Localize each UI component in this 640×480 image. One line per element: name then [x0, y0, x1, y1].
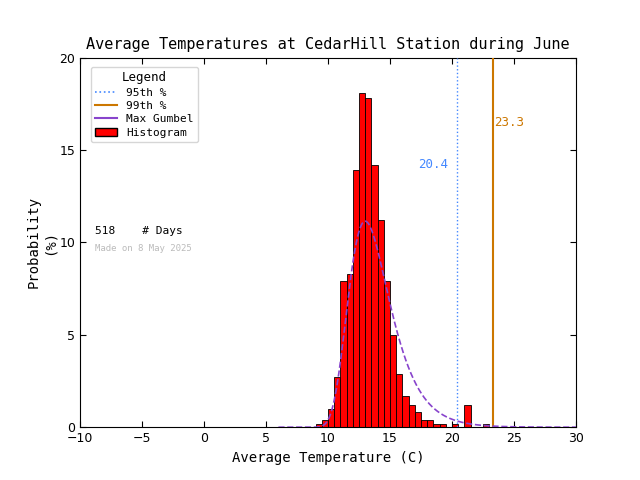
- Bar: [365, 98, 371, 427]
- Bar: [408, 405, 415, 427]
- Bar: [340, 281, 347, 427]
- Bar: [403, 396, 408, 427]
- Bar: [371, 165, 378, 427]
- Bar: [465, 405, 470, 427]
- Text: 518    # Days: 518 # Days: [95, 226, 182, 236]
- X-axis label: Average Temperature (C): Average Temperature (C): [232, 451, 424, 465]
- Bar: [483, 423, 489, 427]
- Bar: [328, 409, 334, 427]
- Title: Average Temperatures at CedarHill Station during June: Average Temperatures at CedarHill Statio…: [86, 37, 570, 52]
- Bar: [334, 377, 340, 427]
- Text: 20.4: 20.4: [419, 158, 448, 171]
- Bar: [415, 412, 421, 427]
- Y-axis label: Probability
(%): Probability (%): [26, 196, 56, 288]
- Bar: [428, 420, 433, 427]
- Text: Made on 8 May 2025: Made on 8 May 2025: [95, 244, 191, 253]
- Bar: [316, 423, 322, 427]
- Bar: [353, 170, 359, 427]
- Bar: [452, 423, 458, 427]
- Bar: [421, 420, 428, 427]
- Bar: [433, 423, 440, 427]
- Bar: [359, 93, 365, 427]
- Bar: [440, 423, 446, 427]
- Bar: [390, 335, 396, 427]
- Bar: [378, 220, 384, 427]
- Text: 23.3: 23.3: [494, 116, 524, 129]
- Bar: [384, 281, 390, 427]
- Legend: 95th %, 99th %, Max Gumbel, Histogram: 95th %, 99th %, Max Gumbel, Histogram: [90, 67, 198, 142]
- Bar: [322, 420, 328, 427]
- Bar: [396, 373, 403, 427]
- Bar: [347, 274, 353, 427]
